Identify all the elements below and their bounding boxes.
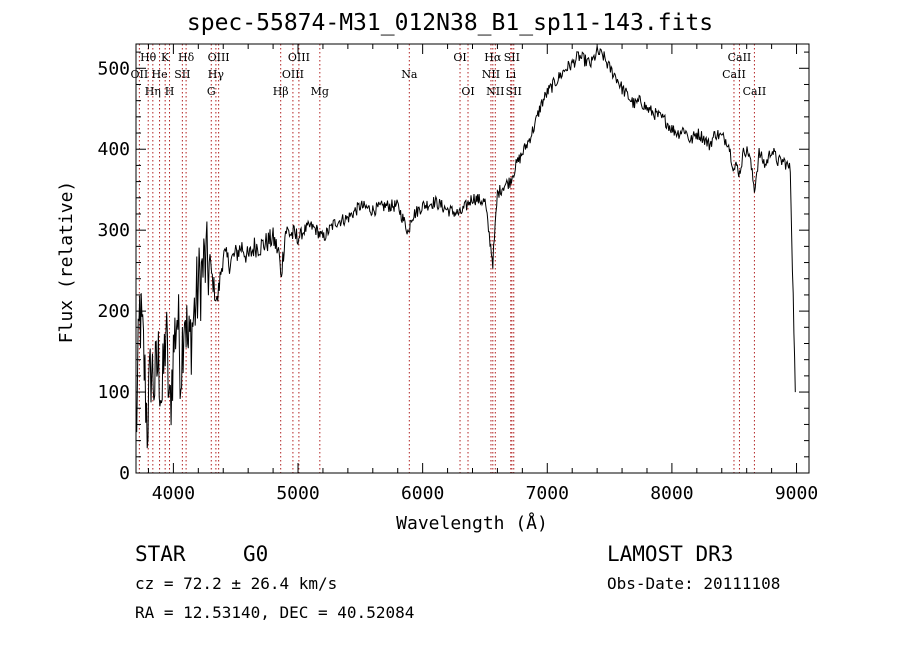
line-marker-label-11: Hβ bbox=[273, 85, 289, 98]
line-marker-label-23: SII bbox=[506, 85, 522, 98]
y-tick-label-2: 200 bbox=[97, 301, 130, 322]
line-marker-label-3: He bbox=[152, 68, 168, 81]
line-marker-labels: OII Hθ Hη He K H SII Hδ G Hγ OIII Hβ OIII OIII Mg Na OI O… bbox=[131, 51, 767, 98]
line-marker-label-16: OI bbox=[453, 51, 466, 64]
x-tick-label-3: 7000 bbox=[526, 483, 569, 504]
line-marker-label-12: OIII bbox=[282, 68, 304, 81]
y-tick-label-1: 100 bbox=[97, 382, 130, 403]
x-tick-label-0: 4000 bbox=[152, 483, 195, 504]
line-marker-label-21: Li bbox=[505, 68, 516, 81]
x-tick-label-1: 5000 bbox=[276, 483, 319, 504]
x-tick-label-2: 6000 bbox=[401, 483, 444, 504]
line-marker-label-19: Hα bbox=[484, 51, 502, 64]
line-marker-label-18: NII bbox=[482, 68, 500, 81]
y-tick-label-3: 300 bbox=[97, 220, 130, 241]
obs-date: Obs-Date: 20111108 bbox=[607, 574, 781, 593]
redshift-cz: cz = 72.2 ± 26.4 km/s bbox=[135, 574, 338, 593]
line-marker-label-25: CaII bbox=[728, 51, 752, 64]
line-marker-label-2: Hη bbox=[145, 85, 161, 98]
line-marker-label-9: Hγ bbox=[208, 68, 225, 81]
y-tick-label-4: 400 bbox=[97, 139, 130, 160]
line-marker-label-4: K bbox=[161, 51, 170, 64]
line-marker-label-24: CaII bbox=[722, 68, 746, 81]
ticks: 4000 5000 6000 7000 8000 9000 0 100 200 300 400 500 bbox=[97, 44, 818, 504]
y-tick-label-0: 0 bbox=[119, 463, 130, 484]
line-marker-label-6: SII bbox=[174, 68, 190, 81]
line-marker-label-20: NII bbox=[486, 85, 504, 98]
line-marker-label-26: CaII bbox=[743, 85, 767, 98]
chart-title: spec-55874-M31_012N38_B1_sp11-143.fits bbox=[186, 10, 714, 36]
object-subclass: G0 bbox=[243, 542, 269, 566]
survey-name: LAMOST DR3 bbox=[607, 542, 734, 566]
x-tick-label-4: 8000 bbox=[650, 483, 693, 504]
line-marker-label-0: OII bbox=[131, 68, 149, 81]
line-marker-label-15: Na bbox=[401, 68, 418, 81]
line-marker-label-22: SII bbox=[504, 51, 520, 64]
series-group bbox=[135, 46, 796, 449]
y-axis-label: Flux (relative) bbox=[56, 181, 77, 344]
line-marker-label-17: OI bbox=[461, 85, 474, 98]
x-tick-label-5: 9000 bbox=[775, 483, 818, 504]
y-tick-label-5: 500 bbox=[97, 58, 130, 79]
x-axis-label: Wavelength (Å) bbox=[396, 512, 548, 534]
line-marker-label-7: Hδ bbox=[178, 51, 195, 64]
line-marker-label-10: OIII bbox=[208, 51, 230, 64]
line-marker-label-14: Mg bbox=[311, 85, 329, 98]
line-marker-label-1: Hθ bbox=[140, 51, 157, 64]
line-marker-label-5: H bbox=[165, 85, 175, 98]
series-line-spectrum bbox=[135, 46, 796, 449]
object-class: STAR bbox=[135, 542, 186, 566]
line-marker-label-8: G bbox=[207, 85, 216, 98]
ra-dec: RA = 12.53140, DEC = 40.52084 bbox=[135, 603, 415, 622]
line-marker-label-13: OIII bbox=[288, 51, 310, 64]
